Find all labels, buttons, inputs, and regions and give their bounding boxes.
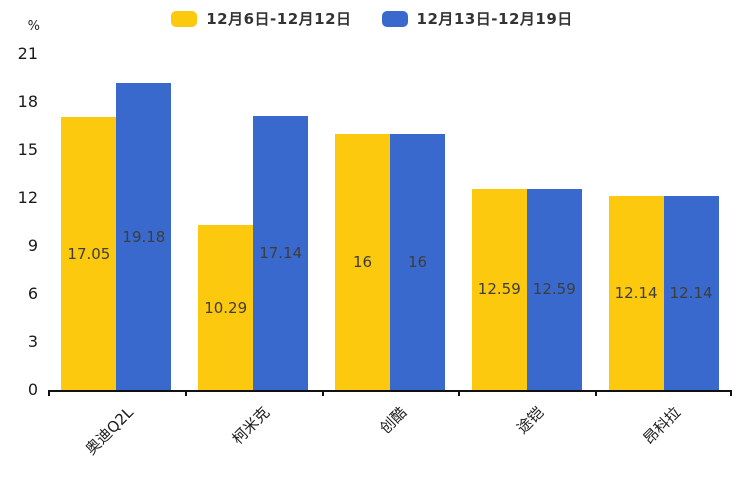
y-tick-label: 15 bbox=[17, 140, 38, 159]
legend-label-week2: 12月13日-12月19日 bbox=[416, 10, 573, 28]
y-axis-unit-label: % bbox=[27, 19, 40, 34]
plot-area: 17.05 19.18 奥迪Q2L 10.29 17.14 柯米克 16 16 创酷 12.59 1… bbox=[48, 54, 732, 458]
legend-swatch-week2-icon bbox=[381, 10, 408, 27]
bar-pair: 17.05 19.18 bbox=[48, 54, 185, 390]
bar-series1: 12.14 bbox=[608, 195, 664, 390]
bar-value-label: 16 bbox=[352, 253, 373, 271]
legend-label-week1: 12月6日-12月12日 bbox=[206, 10, 352, 28]
x-axis-tick bbox=[184, 390, 187, 396]
bar-pair: 12.59 12.59 bbox=[458, 54, 595, 390]
y-tick-label: 6 bbox=[27, 284, 38, 303]
y-tick-label: 0 bbox=[27, 380, 38, 399]
bar-value-label: 19.18 bbox=[122, 227, 166, 246]
x-category-label: 柯米克 bbox=[228, 403, 274, 448]
bar-value-label: 10.29 bbox=[204, 298, 248, 317]
y-tick-label: 3 bbox=[27, 332, 38, 351]
bar-value-label: 16 bbox=[407, 253, 428, 271]
category-slot: 12.14 12.14 昂科拉 bbox=[595, 54, 732, 448]
bar-series1: 17.05 bbox=[61, 117, 117, 390]
bar-series2: 17.14 bbox=[253, 115, 309, 390]
x-axis-tick bbox=[458, 390, 461, 396]
bar-series1: 10.29 bbox=[198, 225, 254, 390]
x-category-label: 奥迪Q2L bbox=[81, 403, 137, 459]
category-slot: 17.05 19.18 奥迪Q2L bbox=[48, 54, 185, 458]
x-category-label: 途铠 bbox=[512, 403, 547, 438]
legend-swatch-week1-icon bbox=[171, 10, 198, 27]
bar-series2: 19.18 bbox=[116, 83, 172, 390]
y-tick-label: 12 bbox=[17, 188, 38, 207]
y-tick-label: 9 bbox=[27, 236, 38, 255]
bar-pair: 16 16 bbox=[322, 54, 459, 390]
x-axis-tick bbox=[48, 390, 50, 396]
bar-value-label: 17.05 bbox=[67, 244, 111, 263]
x-category-label: 创酷 bbox=[376, 403, 411, 438]
bar-value-label: 12.59 bbox=[477, 280, 521, 299]
y-tick-label: 18 bbox=[17, 92, 38, 111]
bar-series2: 12.14 bbox=[663, 195, 719, 390]
x-axis-tick bbox=[321, 390, 324, 396]
y-tick-label: 21 bbox=[17, 44, 38, 63]
bar-value-label: 17.14 bbox=[259, 243, 303, 262]
bar-pair: 12.14 12.14 bbox=[595, 54, 732, 390]
x-axis-tick bbox=[595, 390, 598, 396]
category-slot: 16 16 创酷 bbox=[322, 54, 459, 437]
bar-value-label: 12.59 bbox=[532, 280, 576, 299]
legend-item-week1: 12月6日-12月12日 bbox=[171, 8, 351, 29]
category-slot: 12.59 12.59 途铠 bbox=[458, 54, 595, 437]
y-axis: 0 3 6 9 12 15 18 21 bbox=[0, 45, 40, 399]
bar-value-label: 12.14 bbox=[669, 283, 713, 302]
bar-value-label: 12.14 bbox=[614, 283, 658, 302]
bar-series1: 16 bbox=[334, 134, 390, 390]
bar-series1: 12.59 bbox=[471, 188, 527, 390]
bar-series2: 12.59 bbox=[526, 188, 582, 390]
legend: 12月6日-12月12日 12月13日-12月19日 bbox=[0, 8, 744, 29]
bar-pair: 10.29 17.14 bbox=[185, 54, 322, 390]
x-axis-tick bbox=[730, 390, 732, 396]
x-category-label: 昂科拉 bbox=[639, 403, 684, 448]
category-slot: 10.29 17.14 柯米克 bbox=[185, 54, 322, 448]
bar-series2: 16 bbox=[389, 134, 445, 390]
legend-item-week2: 12月13日-12月19日 bbox=[381, 8, 573, 29]
